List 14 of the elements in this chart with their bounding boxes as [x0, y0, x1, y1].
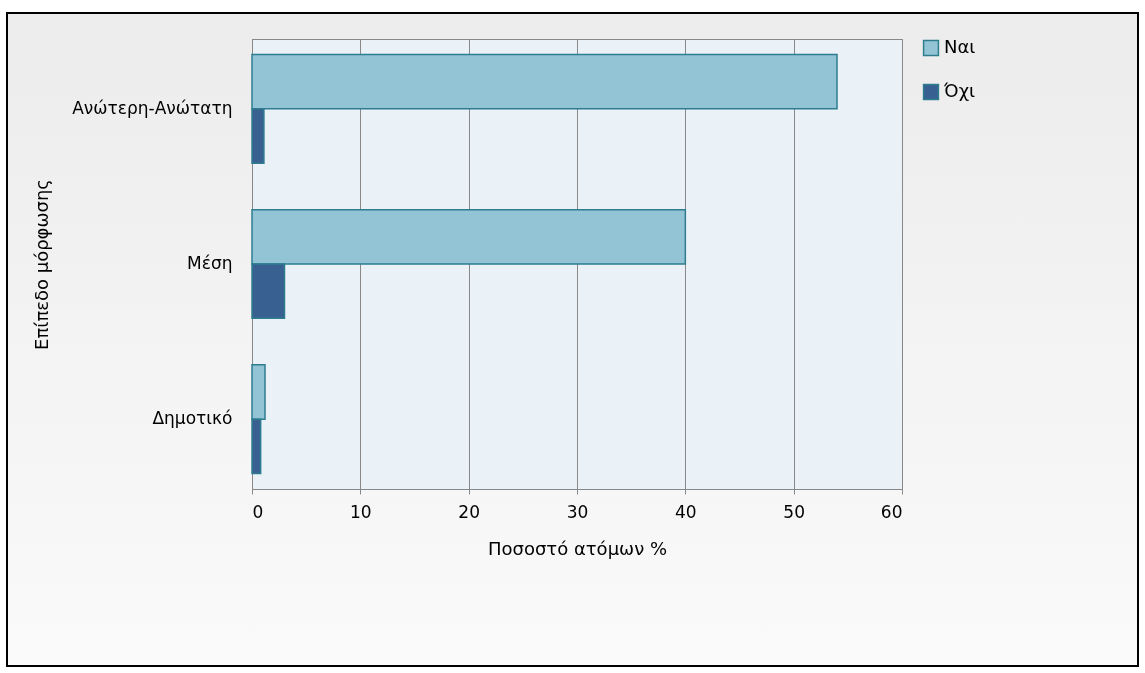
x-tick-label: 0	[252, 501, 264, 522]
x-tick-label: 50	[783, 501, 805, 522]
y-tick-label: Μέση	[187, 253, 233, 273]
y-tick-label: Ανώτερη-Ανώτατη	[72, 97, 233, 118]
y-tick-label: Δημοτικό	[152, 408, 233, 429]
x-tick-label: 10	[350, 501, 372, 522]
x-tick-label: 40	[675, 501, 697, 522]
x-tick-label: 30	[566, 501, 589, 522]
x-axis-title: Ποσοστό ατόμων %	[487, 537, 668, 559]
legend-label: Όχι	[943, 80, 976, 101]
x-tick-label: 60	[880, 501, 903, 522]
x-tick-label: 20	[458, 501, 480, 522]
y-axis-title: Επίπεδο μόρφωσης	[31, 179, 53, 350]
legend-label: Ναι	[944, 36, 976, 57]
